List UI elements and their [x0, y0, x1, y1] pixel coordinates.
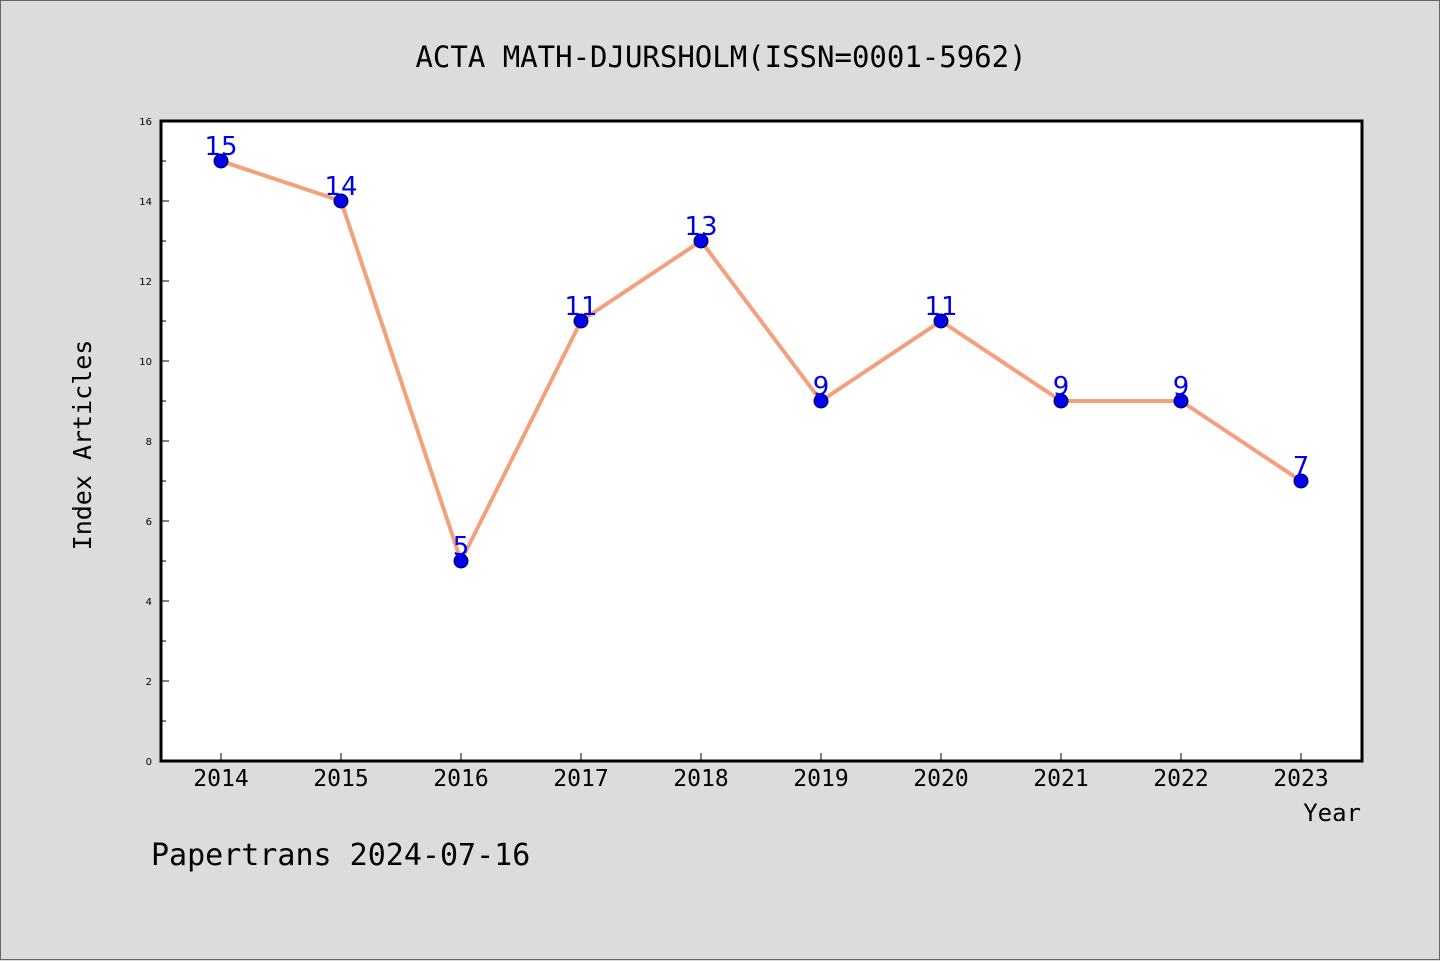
data-label: 9	[1173, 372, 1190, 402]
x-tick-label: 2017	[553, 766, 608, 792]
data-point	[1293, 473, 1309, 489]
y-tick-label: 16	[139, 117, 152, 128]
data-point	[573, 313, 589, 329]
y-tick-label: 6	[146, 517, 152, 528]
data-label: 9	[1053, 372, 1070, 402]
x-tick-label: 2023	[1273, 766, 1328, 792]
data-label: 5	[453, 532, 470, 562]
x-axis-label: Year	[1303, 799, 1361, 827]
y-tick-label: 4	[146, 597, 152, 608]
series-line	[220, 159, 1303, 563]
data-point	[1173, 393, 1189, 409]
x-axis: 2014 2015 2016 2017 2018 2019 2020 2021 2022 2023	[193, 753, 1329, 792]
y-axis-label: Index Articles	[68, 340, 97, 551]
data-label: 14	[324, 172, 357, 202]
data-point	[453, 553, 469, 569]
chart-title: ACTA MATH-DJURSHOLM(ISSN=0001-5962)	[415, 40, 1026, 74]
x-tick-label: 2016	[433, 766, 488, 792]
x-tick-label: 2022	[1153, 766, 1208, 792]
y-tick-label: 14	[139, 197, 152, 208]
data-point	[1053, 393, 1069, 409]
data-label: 13	[684, 212, 717, 242]
y-tick-label: 8	[146, 437, 152, 448]
x-tick-label: 2019	[793, 766, 848, 792]
data-point	[933, 313, 949, 329]
y-tick-label: 2	[146, 677, 152, 688]
data-point	[693, 233, 709, 249]
x-tick-label: 2014	[193, 766, 248, 792]
x-tick-label: 2015	[313, 766, 368, 792]
data-label: 7	[1293, 452, 1310, 482]
data-point	[333, 193, 349, 209]
x-tick-label: 2020	[913, 766, 968, 792]
y-tick-label: 0	[146, 757, 152, 768]
x-tick-label: 2021	[1033, 766, 1088, 792]
series-index-articles: 15 14 5 11 13 9 11 9 9 7	[204, 132, 1310, 569]
y-axis: 0 2 4 6 8 10 12 14 16	[139, 117, 169, 768]
footer-date: Papertrans 2024-07-16	[151, 838, 530, 873]
x-tick-label: 2018	[673, 766, 728, 792]
y-tick-label: 12	[139, 277, 152, 288]
data-label: 9	[813, 372, 830, 402]
y-tick-label: 10	[139, 357, 152, 368]
data-label: 15	[204, 132, 237, 162]
data-label: 11	[564, 292, 597, 322]
data-point	[213, 153, 229, 169]
plot-area	[159, 119, 1364, 763]
data-point	[813, 393, 829, 409]
data-label: 11	[924, 292, 957, 322]
